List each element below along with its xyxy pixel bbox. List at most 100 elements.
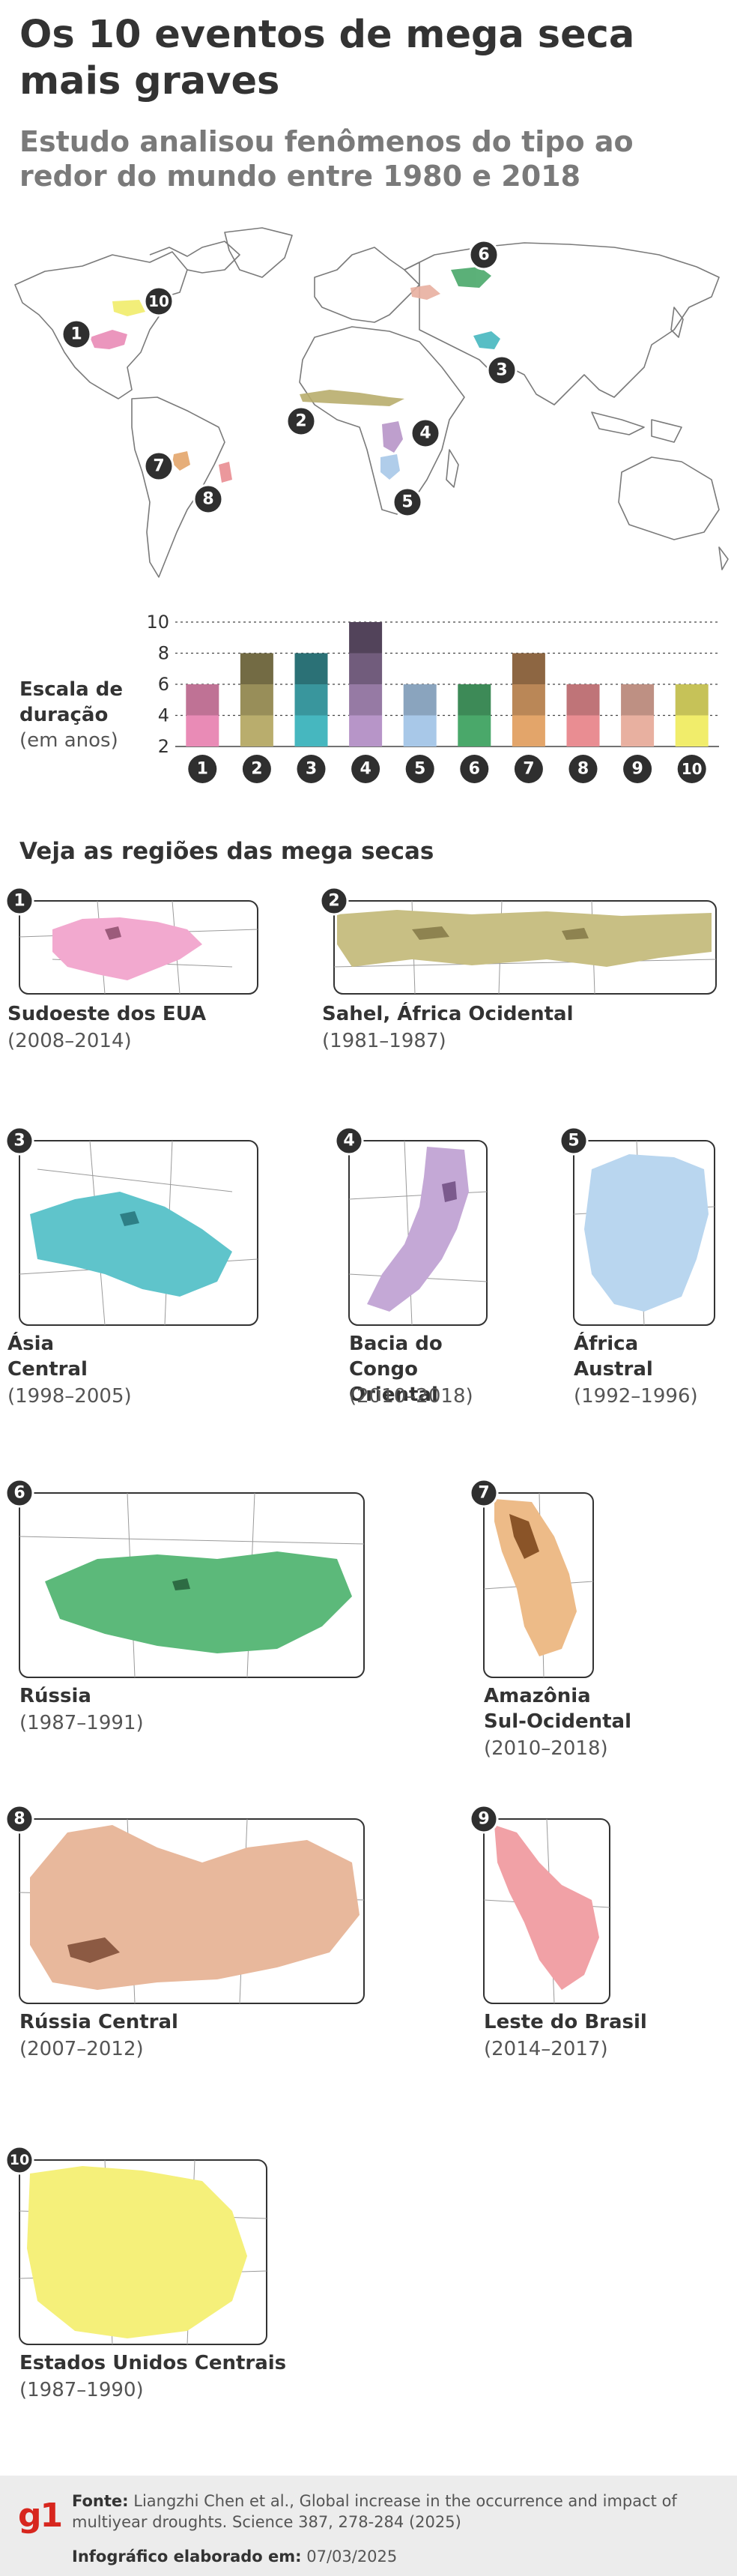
bar-badge-8 [568,755,598,783]
region-years-7: (2010–2018) [484,1737,608,1760]
bar-segment-7 [512,653,545,684]
region-name-3b: Central [7,1358,88,1381]
region-years-5: (1992–1996) [574,1385,698,1408]
region-years-8: (2007–2012) [19,2038,144,2060]
y-tick-label: 10 [146,612,169,633]
bar-segment-4 [349,622,383,654]
svg-text:8: 8 [13,1810,25,1829]
region-years-2: (1981–1987) [322,1030,446,1052]
bar-segment-2 [240,715,273,746]
bar-segment-3 [294,653,328,684]
region-years-3: (1998–2005) [7,1385,132,1408]
svg-text:6: 6 [13,1484,25,1503]
region-years-10: (1987–1990) [19,2379,144,2401]
region-name-6: Rússia [19,1685,91,1707]
map-region-1 [90,330,127,349]
svg-text:6: 6 [478,246,489,265]
region-map-3: 3 [4,1126,258,1326]
svg-text:3: 3 [13,1132,25,1150]
g1-logo: g1 [18,2497,63,2535]
region-map-2: 2 [319,886,717,995]
svg-text:10: 10 [10,2152,29,2168]
map-badge-5: 5 [392,486,423,518]
bar-segment-1 [186,715,219,746]
world-map: 1 10 2 3 4 5 6 7 8 [14,227,729,578]
map-badge-8: 8 [192,483,224,515]
map-badge-10: 10 [143,286,175,317]
bar-segment-3 [294,715,328,746]
y-tick-label: 2 [158,736,169,757]
svg-text:5: 5 [568,1132,579,1150]
bar-category-label: 4 [360,760,371,779]
svg-text:1: 1 [70,325,82,344]
y-tick-label: 8 [158,643,169,664]
region-map-6: 6 [4,1478,365,1678]
bar-segment-8 [566,715,600,746]
bar-segment-9 [621,684,655,716]
region-map-1: 1 [4,886,258,995]
region-years-4: (2010–2018) [349,1385,473,1408]
bar-segment-5 [403,684,437,716]
region-card-7: 7 Amazônia Sul-Ocidental (2010–2018) [469,1476,697,1776]
bar-segment-4 [349,653,383,684]
region-card-2: 2 Sahel, África Ocidental (1981–1987) [319,884,727,1057]
map-badge-1: 1 [61,319,92,350]
region-card-8: 8 Rússia Central (2007–2012) [4,1803,367,2080]
region-card-3: 3 Ásia Central (1998–2005) [4,1124,262,1424]
bar-segment-3 [294,684,328,716]
region-years-6: (1987–1991) [19,1712,144,1734]
region-map-10: 10 [4,2145,267,2345]
scale-label-unit: (em anos) [19,729,118,752]
bar-segment-5 [403,715,437,746]
greenland-outline [224,227,293,278]
bar-segment-2 [240,653,273,684]
page-title: Os 10 eventos de mega seca mais graves [19,13,635,103]
bar-category-label: 6 [469,760,480,779]
region-map-5: 5 [559,1126,715,1326]
y-tick-label: 4 [158,705,169,726]
region-card-6: 6 Rússia (1987–1991) [4,1476,367,1746]
region-card-10: 10 Estados Unidos Centrais (1987–1990) [4,2144,367,2421]
svg-text:4: 4 [343,1132,354,1150]
bar-badge-5 [405,755,434,783]
africa-outline [299,326,465,515]
bar-segment-9 [621,715,655,746]
region-card-9: 9 Leste do Brasil (2014–2017) [469,1803,727,2080]
bar-segment-1 [186,684,219,716]
region-card-4: 4 Bacia do Congo Oriental (2010–2018) [334,1124,502,1424]
y-tick-label: 6 [158,674,169,695]
bar-category-label: 2 [251,760,262,779]
bar-category-label: 7 [523,760,534,779]
bar-segment-7 [512,715,545,746]
bar-badge-6 [460,755,489,783]
region-name-3a: Ásia [7,1333,55,1355]
scale-label-line2: duração [19,704,109,726]
map-region-6 [451,267,491,288]
region-name-4a: Bacia do [349,1333,443,1355]
bar-badge-10 [677,755,706,783]
svg-text:3: 3 [496,361,507,380]
bar-category-label: 10 [682,760,703,778]
region-name-9: Leste do Brasil [484,2011,647,2033]
map-badge-6: 6 [468,239,500,271]
region-map-4: 4 [334,1126,488,1326]
australia-outline [618,456,720,540]
bar-badge-7 [514,755,543,783]
bar-badge-9 [623,755,652,783]
bar-badge-1 [188,755,217,783]
region-name-5a: África [574,1333,639,1355]
bar-segment-10 [675,684,709,716]
bar-segment-6 [458,715,491,746]
scale-label-line1: Escala de [19,678,123,701]
map-region-9 [219,462,232,483]
svg-text:7: 7 [153,457,164,476]
svg-text:9: 9 [478,1810,489,1829]
bar-segment-10 [675,715,709,746]
bar-segment-6 [458,684,491,716]
svg-text:2: 2 [328,892,339,911]
region-map-8: 8 [4,1804,365,2004]
bar-badge-2 [242,755,271,783]
asia-outline [404,242,720,405]
region-years-1: (2008–2014) [7,1030,132,1052]
